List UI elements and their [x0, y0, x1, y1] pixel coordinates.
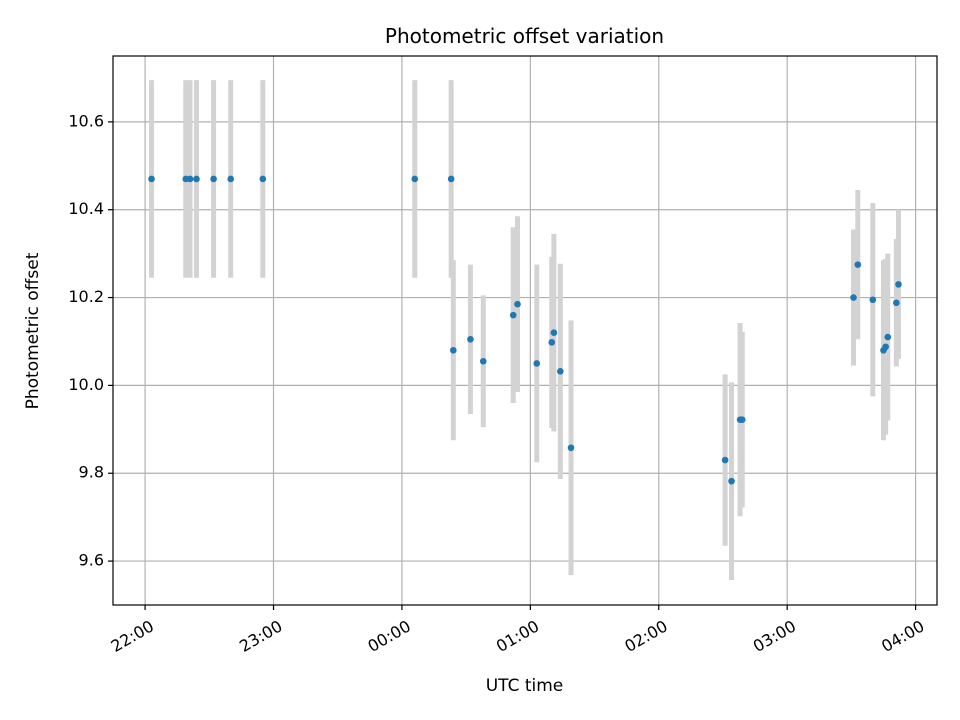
data-point	[479, 357, 487, 365]
data-point	[557, 368, 564, 375]
y-tick-label: 10.6	[68, 111, 104, 130]
data-point	[728, 477, 735, 485]
y-tick-label: 10.2	[68, 287, 104, 306]
data-point	[450, 346, 457, 354]
plot-area-frame	[112, 55, 938, 606]
chart-title: Photometric offset variation	[385, 24, 664, 48]
data-point	[148, 175, 155, 183]
data-point	[447, 175, 455, 183]
data-point	[509, 311, 517, 319]
data-points	[148, 175, 902, 485]
y-tick-label: 9.6	[79, 551, 104, 570]
data-point	[893, 299, 900, 307]
data-point	[467, 335, 474, 343]
data-point	[186, 175, 194, 183]
data-point	[721, 456, 729, 464]
x-axis-title: UTC time	[486, 676, 564, 696]
data-point	[882, 343, 889, 351]
data-point	[411, 175, 419, 183]
data-point	[514, 300, 521, 308]
y-axis-title: Photometric offset	[23, 252, 43, 409]
y-tick-label: 10.4	[68, 199, 104, 218]
data-point	[738, 416, 746, 423]
data-point	[533, 360, 541, 367]
data-point	[869, 296, 877, 304]
data-point	[567, 444, 575, 452]
grid-lines	[113, 56, 937, 605]
data-point	[895, 281, 902, 288]
y-tick-label: 10.0	[68, 375, 104, 394]
data-point	[548, 339, 556, 346]
data-point	[854, 261, 862, 268]
data-point	[227, 175, 235, 183]
y-tick-label: 9.8	[79, 463, 104, 482]
data-point	[193, 175, 200, 183]
data-point	[210, 175, 217, 183]
data-point	[850, 294, 857, 301]
data-point	[259, 175, 267, 183]
data-point	[884, 333, 892, 341]
data-point	[550, 329, 558, 336]
